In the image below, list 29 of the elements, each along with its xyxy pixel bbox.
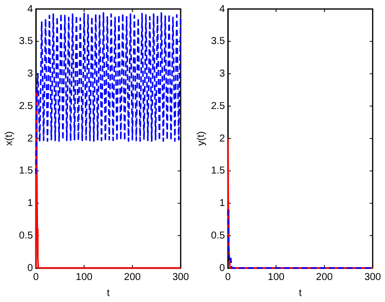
y-tick-label: 2 (219, 133, 226, 144)
y-tick-label: 0.5 (18, 230, 34, 242)
y-tick-label: 3.5 (210, 36, 226, 48)
x-tick-label: 100 (268, 272, 285, 283)
x-axis-title: t (298, 288, 302, 299)
y-tick-label: 1.5 (18, 166, 34, 177)
y-tick-label: 0.5 (210, 230, 226, 242)
y-tick-label: 2.5 (18, 100, 34, 112)
y-tick-label: 0 (27, 262, 34, 274)
y-tick-label: 0 (219, 262, 226, 274)
line-series (35, 12, 182, 175)
y-tick-label: 3.5 (18, 36, 34, 48)
y-axis-title: x(t) (4, 131, 15, 146)
y-tick-label: 3 (219, 68, 226, 80)
y-tick-label: 2 (27, 133, 34, 144)
x-tick-label: 200 (316, 272, 334, 283)
y-axis-title: y(t) (196, 131, 207, 146)
y-tick-label: 1 (219, 198, 226, 209)
x-tick-label: 300 (364, 272, 382, 283)
y-tick-label: 4 (219, 4, 226, 15)
x-tick-label: 300 (172, 272, 190, 283)
y-tick-label: 4 (27, 4, 34, 15)
x-axis-title: t (106, 288, 110, 299)
y-tick-label: 2.5 (210, 100, 226, 112)
x-tick-label: 100 (76, 272, 93, 283)
x-tick-label: 200 (124, 272, 142, 283)
y-tick-label: 1 (27, 198, 34, 209)
y-tick-label: 1.5 (210, 166, 226, 177)
y-tick-label: 3 (27, 68, 34, 80)
